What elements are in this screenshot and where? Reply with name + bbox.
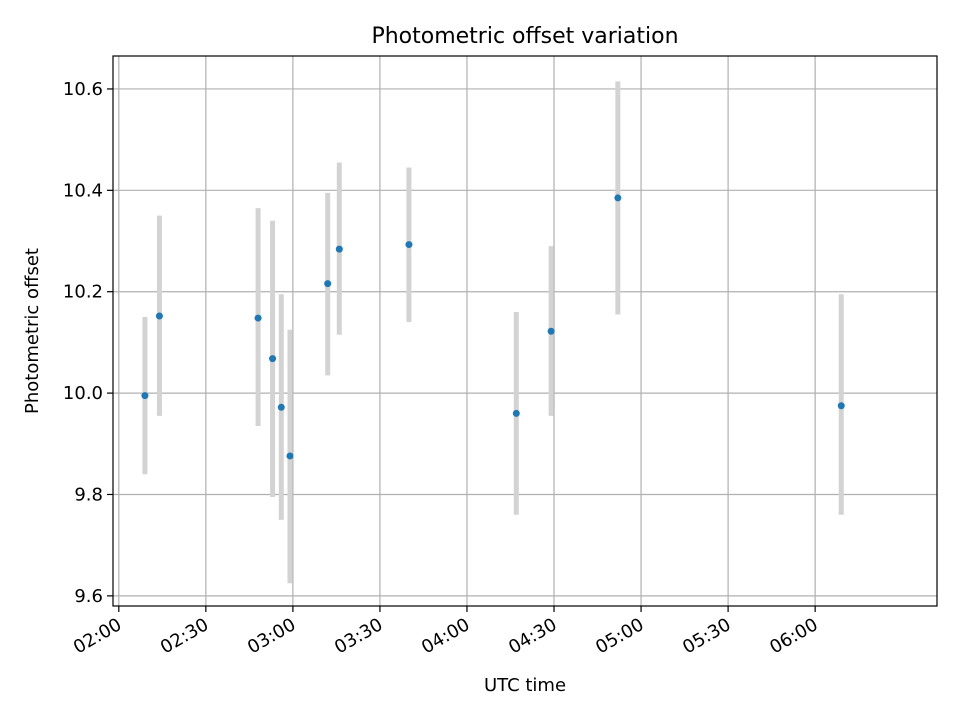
x-tick-label: 05:00 [592, 614, 647, 658]
data-point [155, 312, 163, 320]
x-axis: 02:00 02:30 03:00 03:30 04:00 04:30 05:00 05:30… [70, 606, 822, 658]
y-tick-label: 9.6 [74, 586, 103, 607]
x-tick-label: 05:30 [679, 614, 734, 658]
plot-frame [112, 55, 938, 607]
y-axis: 9.6 9.8 10.0 10.2 10.4 10.6 [63, 79, 113, 607]
x-tick-label: 04:30 [505, 614, 560, 658]
data-point [254, 314, 262, 322]
chart-title: Photometric offset variation [371, 24, 678, 49]
y-tick-label: 10.0 [63, 383, 103, 404]
data-point [837, 402, 845, 410]
y-tick-label: 10.2 [63, 282, 103, 303]
y-tick-label: 10.4 [63, 180, 103, 201]
data-point [335, 245, 343, 253]
y-axis-label: Photometric offset [22, 248, 43, 414]
error-bars [142, 81, 844, 584]
x-axis-label: UTC time [484, 675, 566, 696]
x-tick-label: 03:00 [244, 614, 299, 658]
x-tick-label: 04:00 [418, 614, 473, 658]
y-tick-label: 10.6 [63, 79, 103, 100]
data-point [324, 280, 332, 288]
data-point [277, 403, 285, 411]
data-point [286, 452, 294, 460]
data-point [512, 409, 520, 417]
x-tick-label: 02:30 [157, 614, 212, 658]
x-tick-label: 06:00 [766, 614, 821, 658]
x-tick-label: 02:00 [70, 614, 125, 658]
data-point [614, 194, 622, 202]
data-point [141, 392, 149, 400]
data-point [547, 327, 555, 335]
data-points [141, 194, 845, 460]
grid-lines [113, 56, 937, 606]
y-tick-label: 9.8 [74, 484, 103, 505]
data-point [269, 355, 277, 363]
data-point [405, 241, 413, 249]
x-tick-label: 03:30 [331, 614, 386, 658]
